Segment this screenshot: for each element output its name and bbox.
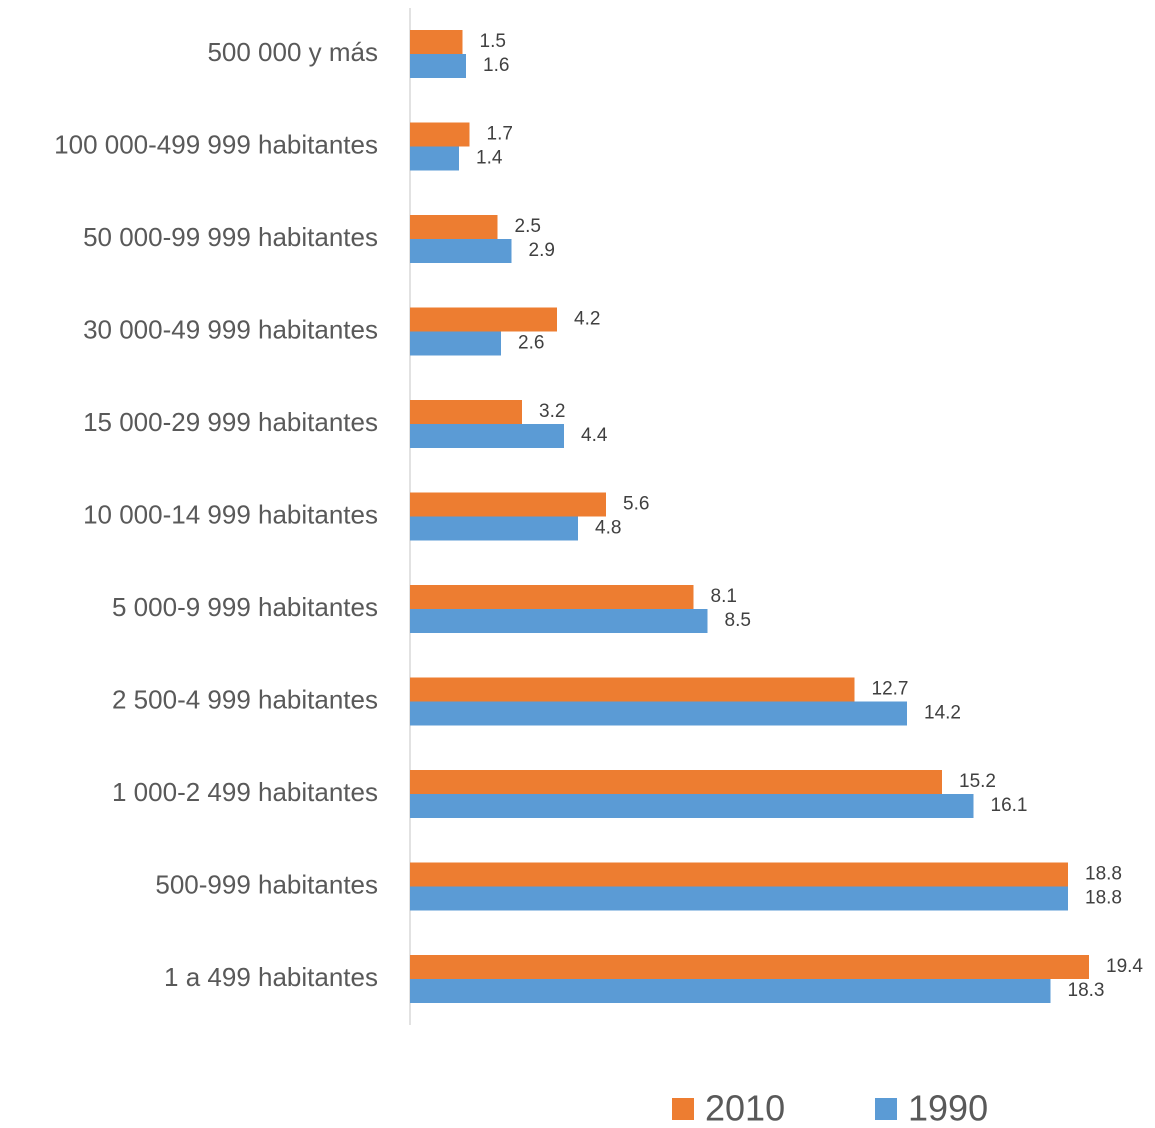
bar [410, 307, 557, 332]
category-label: 30 000-49 999 habitantes [83, 314, 378, 344]
data-label: 8.1 [711, 586, 737, 607]
category-label: 2 500-4 999 habitantes [112, 684, 378, 714]
data-label: 4.8 [595, 518, 621, 539]
data-label: 3.2 [539, 401, 565, 422]
bar [410, 955, 1089, 979]
bar [410, 146, 459, 171]
data-label: 12.7 [872, 679, 909, 700]
data-label: 4.2 [574, 309, 600, 330]
data-label: 2.9 [529, 240, 555, 261]
data-label: 8.5 [725, 610, 751, 631]
data-label: 1.7 [487, 124, 513, 145]
bar [410, 122, 470, 147]
bar [410, 677, 855, 702]
bar [410, 331, 501, 356]
data-label: 2.6 [518, 333, 544, 354]
data-label: 1.5 [480, 31, 506, 52]
category-label: 10 000-14 999 habitantes [83, 499, 378, 529]
legend-label: 1990 [908, 1088, 988, 1128]
category-label: 5 000-9 999 habitantes [112, 592, 378, 622]
category-label: 100 000-499 999 habitantes [54, 129, 378, 159]
category-label: 1 a 499 habitantes [164, 962, 378, 992]
bar [410, 239, 512, 263]
data-label: 16.1 [991, 795, 1028, 816]
data-label: 19.4 [1106, 956, 1143, 977]
bar [410, 609, 708, 633]
data-label: 14.2 [924, 703, 961, 724]
category-label: 500-999 habitantes [155, 869, 378, 899]
bar [410, 492, 606, 517]
bar [410, 424, 564, 448]
bar [410, 886, 1068, 911]
bar [410, 215, 498, 239]
data-label: 5.6 [623, 494, 649, 515]
legend-swatch [875, 1098, 897, 1120]
bar [410, 585, 694, 609]
data-label: 1.4 [476, 148, 503, 169]
category-label: 500 000 y más [207, 37, 378, 67]
bar [410, 862, 1068, 887]
bar [410, 701, 907, 726]
data-label: 18.3 [1068, 980, 1105, 1001]
bar [410, 30, 463, 54]
bar [410, 400, 522, 424]
data-label: 2.5 [515, 216, 541, 237]
bar [410, 770, 942, 794]
data-label: 18.8 [1085, 864, 1122, 885]
legend-label: 2010 [705, 1088, 785, 1128]
bar [410, 516, 578, 541]
bar [410, 794, 974, 818]
data-label: 4.4 [581, 425, 608, 446]
bar [410, 54, 466, 78]
legend-swatch [672, 1098, 694, 1120]
data-label: 15.2 [959, 771, 996, 792]
category-label: 15 000-29 999 habitantes [83, 407, 378, 437]
data-label: 18.8 [1085, 888, 1122, 909]
category-label: 50 000-99 999 habitantes [83, 222, 378, 252]
bar [410, 979, 1051, 1003]
data-label: 1.6 [483, 55, 509, 76]
category-label: 1 000-2 499 habitantes [112, 777, 378, 807]
